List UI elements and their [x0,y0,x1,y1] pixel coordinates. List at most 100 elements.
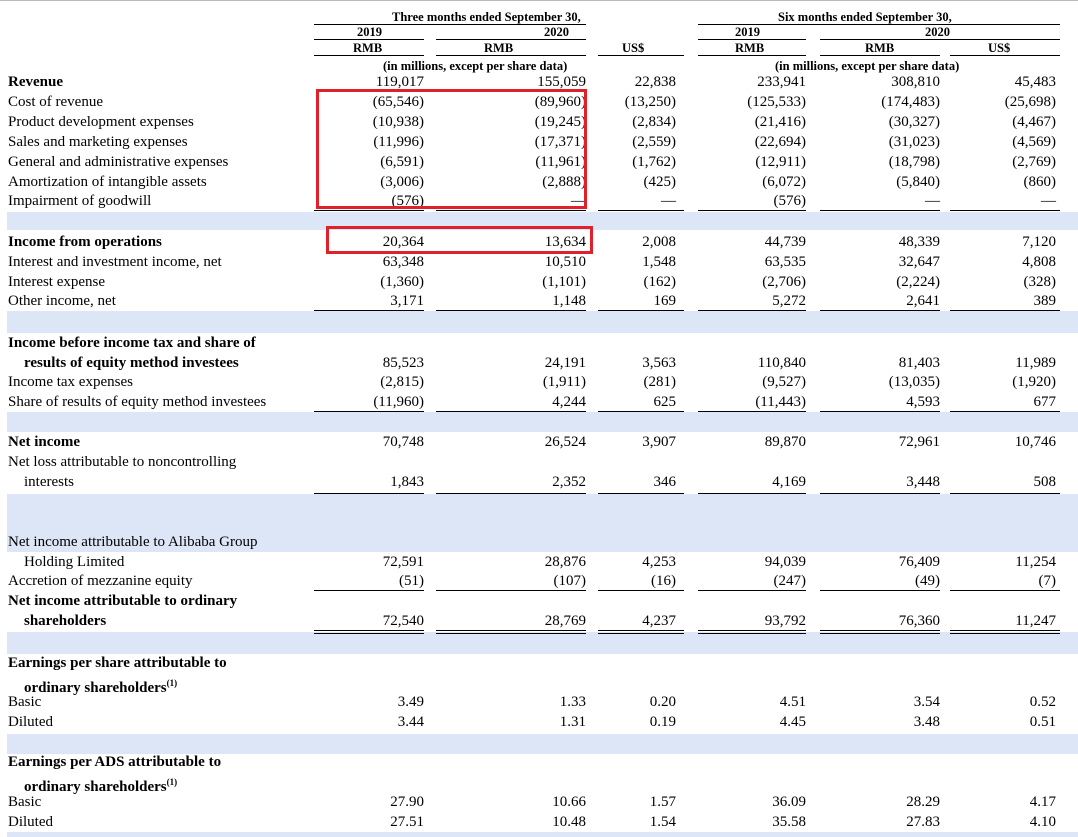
table-cell: 3,563 [642,355,676,371]
highlight-box-expenses [316,89,587,209]
table-cell: 11,247 [1015,613,1056,629]
table-cell: — [925,193,940,209]
table-cell: (162) [643,274,677,290]
table-cell: (89,960) [534,94,586,110]
row-label: Net income attributable to Alibaba Group [8,534,258,550]
subtotal-rule [950,493,1060,494]
subtotal-rule [598,633,684,634]
row-label: Income from operations [8,234,162,250]
table-cell: (425) [643,174,677,190]
table-cell: 10,510 [544,254,586,270]
row-label: Basic [8,694,42,710]
subtotal-rule [436,630,586,631]
table-cell: (65,546) [372,94,424,110]
table-cell: 10,746 [1014,434,1056,450]
currency-usd-header: US$ [988,41,1011,55]
subtotal-rule [950,590,1060,591]
subtotal-rule [598,411,684,412]
year-2020-rule [436,39,586,40]
subtotal-rule [314,590,424,591]
table-cell: (1,920) [1012,374,1056,390]
table-cell: 27.51 [390,814,424,830]
table-cell: 20,364 [382,234,424,250]
table-cell: (2,559) [632,134,676,150]
table-cell: (7) [1038,573,1057,589]
table-cell: 0.20 [649,694,676,710]
table-cell: 1,843 [390,474,424,490]
table-cell: 677 [1033,394,1057,410]
table-cell: (328) [1023,274,1057,290]
table-cell: (18,798) [888,154,940,170]
row-label-continued: results of equity method investees [24,355,239,371]
separator-band [7,212,1078,230]
separator-band [7,311,1078,333]
footnote-marker: (1) [166,678,178,688]
subtotal-rule [436,493,586,494]
table-cell: (49) [915,573,940,589]
table-cell: 28.29 [906,794,940,810]
year-2019-header-six: 2019 [735,25,760,39]
table-cell: 5,272 [772,293,806,309]
row-label-continued: interests [24,474,74,490]
table-cell: 36.09 [772,794,806,810]
top-border [0,0,1078,1]
subtotal-rule [698,310,806,311]
row-label-continued: Holding Limited [24,554,125,570]
table-cell: 28,876 [544,554,586,570]
table-cell: (576) [773,193,807,209]
subtotal-rule [436,411,586,412]
table-cell: 72,540 [382,613,424,629]
currency-rule [314,55,424,56]
row-label: Income tax expenses [8,374,133,390]
separator-band [7,494,1078,552]
year-2019-header: 2019 [357,25,382,39]
row-label: Interest expense [8,274,106,290]
subtotal-rule [820,493,940,494]
table-cell: (2,706) [762,274,806,290]
table-cell: 45,483 [1014,74,1056,90]
subtotal-rule [950,411,1060,412]
separator-band [7,734,1078,754]
currency-rule [950,55,1060,56]
row-label: General and administrative expenses [8,154,229,170]
table-cell: 22,838 [634,74,676,90]
row-label: Product development expenses [8,114,194,130]
table-cell: 389 [1033,293,1057,309]
table-cell: 4.10 [1029,814,1056,830]
footnote-marker: (1) [166,777,178,787]
subtotal-rule [950,630,1060,631]
table-cell: (247) [773,573,807,589]
subtotal-rule [598,310,684,311]
table-cell: (5,840) [896,174,940,190]
table-cell: 4.51 [779,694,806,710]
table-cell: (16) [651,573,676,589]
table-cell: 4,244 [552,394,586,410]
currency-rmb-header: RMB [865,41,895,55]
table-cell: 76,360 [898,613,940,629]
table-cell: (860) [1023,174,1057,190]
currency-rmb-header: RMB [484,41,514,55]
table-cell: 48,339 [898,234,940,250]
table-cell: (1,101) [542,274,586,290]
year-2020-header: 2020 [544,25,569,39]
highlight-box-income-from-operations [326,226,593,254]
table-cell: (11,996) [373,134,424,150]
row-label: Earnings per share attributable to [8,655,227,671]
currency-rule [820,55,940,56]
subtotal-rule [698,411,806,412]
table-cell: (4,467) [1012,114,1056,130]
row-label: Cost of revenue [8,94,103,110]
table-cell: 3.54 [913,694,940,710]
table-cell: (31,023) [888,134,940,150]
table-cell: 27.83 [906,814,940,830]
table-cell: 155,059 [537,74,586,90]
table-cell: 3,448 [906,474,940,490]
subtotal-rule [698,210,806,211]
subtotal-rule [820,411,940,412]
subtotal-rule [436,210,586,211]
subtotal-rule [950,633,1060,634]
table-cell: 3.48 [913,714,940,730]
table-cell: (1,911) [542,374,586,390]
subtotal-rule [314,411,424,412]
table-cell: 2,008 [642,234,676,250]
